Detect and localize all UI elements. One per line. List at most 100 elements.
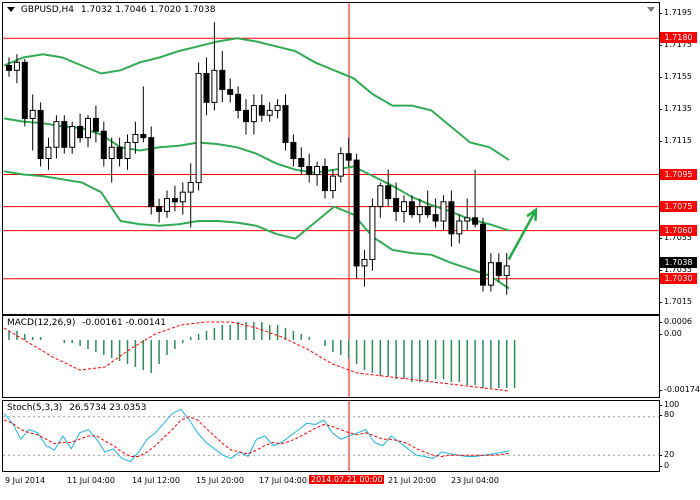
- candle: [85, 117, 91, 139]
- time-label: 17 Jul 04:00: [259, 476, 307, 485]
- candle: [266, 109, 273, 116]
- candle: [401, 201, 407, 212]
- candle: [282, 105, 289, 143]
- candle: [250, 105, 257, 123]
- price-tick: 1.7055: [659, 232, 692, 242]
- price-tick: 1.7135: [659, 104, 692, 114]
- macd-canvas: [3, 316, 516, 397]
- candle: [100, 130, 107, 159]
- candle: [337, 153, 344, 177]
- time-axis[interactable]: 9 Jul 2014 11 Jul 04:00 14 Jul 12:00 15 …: [2, 472, 658, 500]
- candle: [148, 137, 155, 208]
- stochastic-canvas: [3, 401, 659, 471]
- stochastic-tick: 80: [658, 410, 675, 419]
- candle: [353, 159, 360, 267]
- forecast-arrow-head: [526, 207, 538, 221]
- price-chart-pane[interactable]: GBPUSD,H4 1.7032 1.7046 1.7020 1.7038: [2, 2, 660, 315]
- macd-tick: 0.0006: [659, 317, 692, 326]
- candle: [408, 201, 415, 216]
- stochastic-label: Stoch(5,3,3): [7, 403, 63, 413]
- candle: [171, 198, 178, 203]
- candle: [361, 258, 368, 267]
- candle: [416, 206, 423, 216]
- level-price-tag: 1.7095: [660, 168, 697, 180]
- candle: [377, 185, 384, 208]
- candle: [156, 206, 163, 212]
- symbol-label: GBPUSD,H4: [20, 5, 75, 15]
- candle: [503, 265, 510, 277]
- stochastic-axis[interactable]: 100 80 20 0: [658, 400, 700, 472]
- dropdown-icon[interactable]: [7, 7, 15, 12]
- candle: [29, 109, 36, 119]
- time-label: 11 Jul 04:00: [67, 476, 115, 485]
- candle: [306, 166, 313, 176]
- candle: [369, 206, 376, 260]
- candle: [393, 198, 400, 212]
- price-tick: 1.7015: [659, 296, 692, 306]
- price-tick: 1.7195: [659, 8, 692, 18]
- candle: [53, 121, 60, 148]
- candle: [92, 117, 99, 132]
- chart-header: GBPUSD,H4 1.7032 1.7046 1.7020 1.7038: [7, 5, 215, 15]
- time-label-highlight: 2014.07.21 00:00: [309, 475, 385, 484]
- price-tick: 1.7175: [659, 40, 692, 50]
- ohlc-values: 1.7032 1.7046 1.7020 1.7038: [80, 5, 216, 15]
- candle: [140, 133, 147, 139]
- candle: [21, 61, 28, 119]
- candle: [243, 109, 249, 123]
- chart-shift-icon[interactable]: [647, 7, 655, 12]
- stochastic-tick: 100: [658, 400, 680, 409]
- stochastic-values: 26.5734 23.0353: [69, 403, 147, 413]
- candle: [258, 105, 265, 116]
- candle: [298, 158, 305, 168]
- candle: [132, 133, 139, 143]
- candle: [456, 220, 463, 235]
- time-label: 15 Jul 20:00: [196, 476, 244, 485]
- candle: [432, 214, 439, 222]
- price-axis[interactable]: 1.7195 1.7175 1.7155 1.7135 1.7115 1.7055 1.70…: [659, 2, 700, 315]
- macd-label: MACD(12,26,9): [7, 318, 76, 328]
- candle: [195, 73, 202, 184]
- stochastic-pane[interactable]: Stoch(5,3,3) 26.5734 23.0353: [2, 400, 660, 472]
- candle: [227, 89, 234, 95]
- candle: [472, 217, 479, 225]
- candle: [13, 61, 20, 71]
- candle: [487, 262, 494, 286]
- candle: [45, 146, 52, 159]
- bollinger-lower-line: [3, 170, 510, 290]
- candle: [329, 175, 336, 192]
- price-chart-canvas: [3, 3, 659, 314]
- stochastic-tick: 20: [658, 450, 675, 459]
- candle: [448, 201, 455, 235]
- candle: [77, 125, 84, 139]
- candle: [116, 146, 123, 159]
- macd-pane[interactable]: MACD(12,26,9) -0.00161 -0.00141: [2, 315, 660, 398]
- level-price-tag: 1.7060: [660, 224, 697, 236]
- candle: [424, 206, 431, 216]
- candle: [219, 69, 226, 91]
- candle: [211, 69, 218, 103]
- stochastic-main-line: [3, 408, 510, 463]
- time-label: 21 Jul 20:00: [388, 476, 436, 485]
- macd-values: -0.00161 -0.00141: [82, 318, 167, 328]
- candle: [385, 185, 392, 200]
- stochastic-header: Stoch(5,3,3) 26.5734 23.0353: [7, 403, 147, 413]
- current-price-tag: 1.7038: [660, 256, 697, 268]
- candle: [187, 182, 194, 193]
- candle: [179, 191, 186, 203]
- level-price-tag: 1.7075: [660, 200, 697, 212]
- macd-signal-line: [3, 321, 510, 392]
- candle: [274, 105, 281, 111]
- candle: [480, 223, 486, 286]
- macd-tick: -0.00174: [659, 385, 700, 394]
- macd-axis[interactable]: 0.0006 0.00 -0.00174: [659, 315, 700, 398]
- time-label: 14 Jul 12:00: [132, 476, 180, 485]
- candle: [6, 65, 12, 71]
- candle: [69, 125, 76, 148]
- candle: [203, 73, 210, 103]
- forecast-arrow: [507, 209, 538, 261]
- candle: [464, 217, 471, 222]
- candle: [495, 262, 502, 277]
- candle: [322, 166, 328, 192]
- macd-header: MACD(12,26,9) -0.00161 -0.00141: [7, 318, 166, 328]
